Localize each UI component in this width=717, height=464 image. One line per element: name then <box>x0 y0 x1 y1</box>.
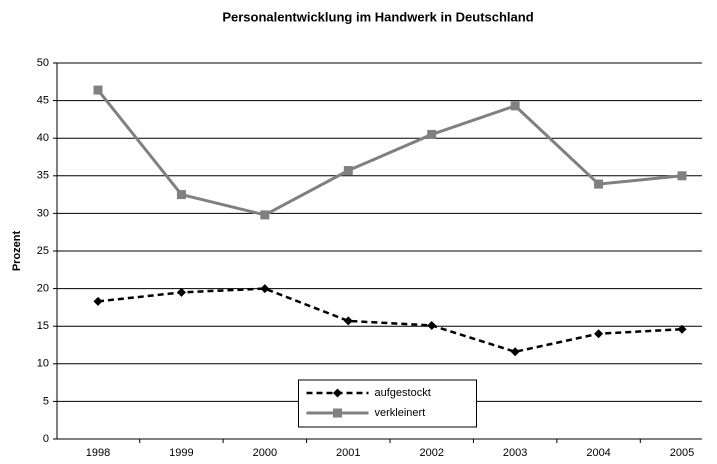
y-tick-label: 5 <box>43 395 49 407</box>
marker <box>510 101 520 111</box>
y-tick-label: 45 <box>37 95 49 107</box>
y-tick-label: 25 <box>37 245 49 257</box>
x-tick-label: 2005 <box>670 447 694 459</box>
x-tick-label: 2000 <box>253 447 277 459</box>
marker <box>260 284 270 294</box>
marker <box>677 171 687 181</box>
y-tick-label: 50 <box>37 57 49 69</box>
marker <box>343 166 353 176</box>
x-tick-label: 2004 <box>586 447 610 459</box>
marker <box>93 296 103 306</box>
marker <box>176 190 186 200</box>
legend-box <box>298 379 477 428</box>
legend-label: verkleinert <box>375 407 426 419</box>
legend-label: aufgestockt <box>375 387 431 399</box>
chart-title: Personalentwicklung im Handwerk in Deuts… <box>222 9 533 24</box>
x-tick-label: 2001 <box>336 447 360 459</box>
marker <box>260 210 270 220</box>
x-tick-label: 1998 <box>86 447 110 459</box>
y-tick-label: 30 <box>37 207 49 219</box>
marker <box>594 329 604 339</box>
y-tick-label: 15 <box>37 320 49 332</box>
series-line <box>97 287 683 354</box>
x-tick-label: 1999 <box>169 447 193 459</box>
y-tick-label: 10 <box>37 358 49 370</box>
marker <box>510 347 520 357</box>
y-tick-label: 20 <box>37 283 49 295</box>
y-tick-label: 40 <box>37 132 49 144</box>
marker <box>677 324 687 334</box>
marker <box>343 316 353 326</box>
y-tick-label: 35 <box>37 170 49 182</box>
marker <box>427 129 437 139</box>
y-axis-label: Prozent <box>11 230 23 271</box>
x-tick-label: 2002 <box>419 447 443 459</box>
marker <box>93 85 103 95</box>
y-tick-label: 0 <box>43 433 49 445</box>
marker <box>176 287 186 297</box>
marker <box>594 179 604 189</box>
series-line <box>96 89 683 217</box>
marker <box>427 320 437 330</box>
legend-marker <box>333 408 342 418</box>
legend-marker <box>333 388 342 398</box>
x-tick-label: 2003 <box>503 447 527 459</box>
